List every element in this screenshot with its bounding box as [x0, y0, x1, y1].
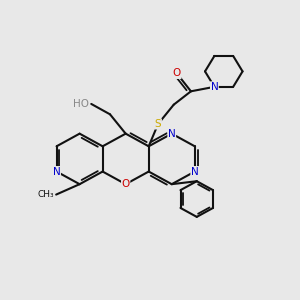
- Text: HO: HO: [73, 99, 89, 109]
- Text: CH₃: CH₃: [38, 190, 55, 199]
- Text: O: O: [173, 68, 181, 79]
- Text: N: N: [168, 129, 176, 139]
- Text: N: N: [53, 167, 60, 176]
- Text: N: N: [191, 167, 199, 176]
- Text: S: S: [155, 119, 161, 129]
- Text: N: N: [211, 82, 218, 92]
- Text: O: O: [122, 179, 130, 189]
